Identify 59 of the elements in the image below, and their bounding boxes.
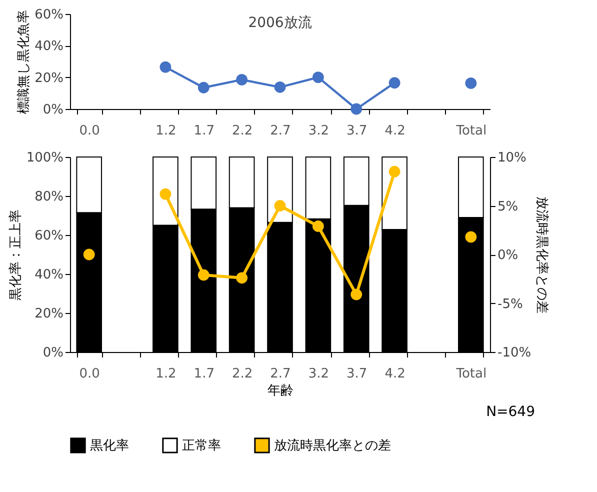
x-tick-label: 2.2 bbox=[232, 366, 253, 382]
y2-tick-label: -5% bbox=[498, 296, 523, 312]
x-axis-title: 年齢 bbox=[268, 384, 294, 398]
y2-tick-label: -10% bbox=[498, 346, 532, 360]
point bbox=[160, 61, 172, 73]
y-tick-label: 0% bbox=[42, 346, 64, 360]
x-tick-label: 0.0 bbox=[79, 366, 100, 382]
point bbox=[236, 272, 248, 284]
x-tick-label: 1.2 bbox=[156, 366, 176, 382]
y-tick-label: 40% bbox=[34, 39, 64, 54]
y-tick-label: 80% bbox=[34, 190, 64, 204]
point bbox=[198, 82, 210, 94]
point bbox=[350, 288, 362, 300]
legend-label: 放流時黒化率との差 bbox=[274, 437, 391, 454]
x-tick-label: 4.2 bbox=[384, 366, 406, 382]
text: N=649 bbox=[486, 404, 535, 420]
y-axis-title: 標識無し黒化魚率 bbox=[16, 10, 32, 114]
point bbox=[83, 248, 95, 260]
point bbox=[312, 72, 324, 84]
x-tick-label: 2.2 bbox=[232, 124, 253, 138]
y2-tick-label: 0% bbox=[498, 248, 518, 263]
x-tick-label: 3.2 bbox=[308, 366, 330, 382]
x-tick-label: 1.7 bbox=[194, 366, 214, 382]
y-axis-title: 黒化率：正上率 bbox=[7, 210, 24, 300]
chart-title: 2006放流 bbox=[248, 15, 312, 31]
legend-label: 正常率 bbox=[182, 437, 221, 454]
point bbox=[274, 200, 286, 212]
point bbox=[236, 74, 248, 86]
point bbox=[465, 231, 477, 243]
point bbox=[198, 269, 210, 281]
y2-tick-label: 5% bbox=[498, 199, 518, 214]
y2-axis-title: 放流時黒化率との差 bbox=[534, 196, 550, 314]
x-tick-label: Total bbox=[455, 366, 487, 382]
x-tick-label: 1.7 bbox=[194, 124, 214, 138]
y-tick-label: 60% bbox=[34, 8, 64, 22]
x-tick-label: 2.7 bbox=[270, 366, 291, 382]
y-tick-label: 0% bbox=[42, 102, 64, 118]
point bbox=[388, 166, 400, 178]
point bbox=[312, 220, 324, 232]
y2-tick-label: 10% bbox=[498, 150, 526, 166]
point bbox=[274, 81, 286, 93]
point bbox=[160, 188, 172, 200]
legend-label: 黒化率 bbox=[90, 437, 129, 454]
y-tick-label: 100% bbox=[26, 150, 64, 166]
y-tick-label: 20% bbox=[34, 306, 64, 322]
y-tick-label: 40% bbox=[34, 268, 64, 282]
x-tick-label: 0.0 bbox=[79, 124, 100, 138]
point bbox=[388, 77, 400, 89]
x-tick-label: 3.7 bbox=[346, 124, 368, 138]
x-tick-label: 3.2 bbox=[308, 124, 330, 138]
x-tick-label: 3.7 bbox=[346, 366, 368, 382]
x-tick-label: Total bbox=[455, 124, 487, 138]
x-tick-label: 2.7 bbox=[270, 124, 291, 138]
x-tick-label: 4.2 bbox=[384, 124, 406, 138]
x-tick-label: 1.2 bbox=[156, 124, 176, 138]
point bbox=[465, 78, 477, 89]
y-tick-label: 20% bbox=[34, 70, 64, 86]
y-tick-label: 60% bbox=[34, 228, 64, 244]
point bbox=[350, 103, 362, 115]
